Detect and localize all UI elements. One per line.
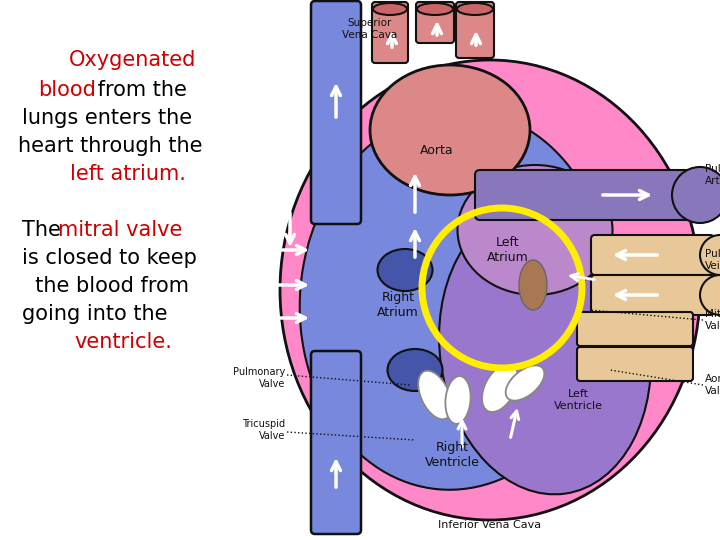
Text: Superior
Vena Cava: Superior Vena Cava: [343, 18, 397, 39]
Text: left atrium.: left atrium.: [70, 164, 186, 184]
Ellipse shape: [418, 370, 451, 419]
Circle shape: [700, 235, 720, 275]
Text: Oxygenated: Oxygenated: [69, 50, 197, 70]
Text: Aortic
Valve: Aortic Valve: [705, 374, 720, 396]
FancyBboxPatch shape: [577, 347, 693, 381]
Ellipse shape: [457, 165, 613, 295]
Ellipse shape: [417, 3, 453, 15]
Ellipse shape: [280, 60, 700, 520]
Ellipse shape: [377, 249, 433, 291]
Text: Left
Ventricle: Left Ventricle: [554, 389, 603, 411]
Text: blood: blood: [38, 80, 96, 100]
Text: heart through the: heart through the: [18, 136, 202, 156]
Text: Tricuspid
Valve: Tricuspid Valve: [242, 419, 285, 441]
Ellipse shape: [505, 366, 544, 401]
Text: is closed to keep: is closed to keep: [22, 248, 197, 268]
Text: Right
Atrium: Right Atrium: [377, 291, 419, 319]
FancyBboxPatch shape: [591, 275, 714, 315]
FancyBboxPatch shape: [311, 1, 361, 224]
FancyBboxPatch shape: [372, 2, 408, 63]
FancyBboxPatch shape: [577, 312, 693, 346]
Text: Mitral
Valve: Mitral Valve: [705, 309, 720, 331]
FancyBboxPatch shape: [475, 170, 700, 220]
Text: lungs enters the: lungs enters the: [22, 108, 192, 128]
Ellipse shape: [446, 376, 471, 424]
Text: the blood from: the blood from: [22, 276, 189, 296]
Circle shape: [700, 275, 720, 315]
Ellipse shape: [519, 260, 547, 310]
FancyBboxPatch shape: [456, 2, 494, 58]
Text: Left
Atrium: Left Atrium: [487, 236, 529, 264]
Text: Inferior Vena Cava: Inferior Vena Cava: [438, 520, 541, 530]
Text: ventricle.: ventricle.: [74, 332, 172, 352]
Text: Right
Ventricle: Right Ventricle: [425, 441, 480, 469]
Ellipse shape: [373, 3, 407, 15]
Circle shape: [672, 167, 720, 223]
Text: The: The: [22, 220, 68, 240]
Ellipse shape: [387, 349, 443, 391]
Text: mitral valve: mitral valve: [58, 220, 182, 240]
Ellipse shape: [300, 110, 611, 490]
FancyBboxPatch shape: [416, 2, 454, 43]
Text: Pulmonary
Artery: Pulmonary Artery: [705, 164, 720, 186]
Text: going into the: going into the: [22, 304, 168, 324]
Text: from the: from the: [91, 80, 187, 100]
Ellipse shape: [370, 65, 530, 195]
Text: Aorta: Aorta: [420, 144, 454, 157]
Ellipse shape: [439, 206, 651, 494]
Text: Pulmonary
Valve: Pulmonary Valve: [233, 367, 285, 389]
Text: Pulmonary
Vein: Pulmonary Vein: [705, 249, 720, 271]
Ellipse shape: [457, 3, 493, 15]
FancyBboxPatch shape: [311, 351, 361, 534]
FancyBboxPatch shape: [591, 235, 714, 275]
Ellipse shape: [482, 364, 518, 412]
